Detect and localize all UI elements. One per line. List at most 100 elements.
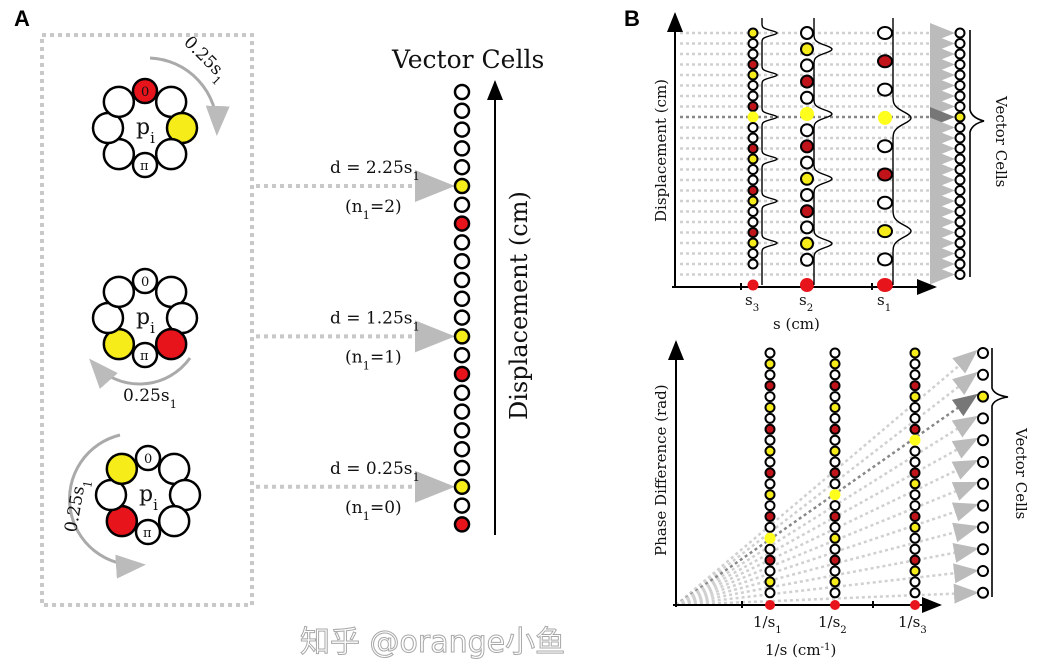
vector-cell bbox=[453, 102, 471, 120]
sub: 1 bbox=[170, 397, 177, 411]
watermark: 知乎 @orange小鱼 bbox=[300, 625, 565, 660]
vector-cell bbox=[954, 27, 966, 39]
grid-cell bbox=[909, 369, 921, 381]
grid-cell-active bbox=[800, 107, 814, 121]
grid-cell-yellow bbox=[764, 358, 776, 370]
phase-ray-arrow bbox=[675, 349, 978, 606]
shift-label: 0.25s1 bbox=[123, 386, 177, 411]
grid-cell bbox=[909, 576, 921, 588]
phase-cell bbox=[102, 85, 136, 119]
grid-cell bbox=[800, 252, 814, 267]
grid-cell bbox=[909, 587, 921, 599]
vector-cell bbox=[977, 586, 989, 599]
vector-cell-active bbox=[954, 111, 966, 123]
grid-cell-active bbox=[878, 110, 892, 125]
grid-cell bbox=[829, 521, 841, 533]
grid-cell-yellow bbox=[747, 69, 759, 81]
vector-cell bbox=[954, 80, 966, 91]
p: p bbox=[139, 482, 153, 507]
phase-cell bbox=[131, 151, 159, 179]
shift-label: 0.25s1 bbox=[61, 477, 95, 534]
panel-b-label: B bbox=[624, 6, 640, 31]
grid-cell-origin-red bbox=[747, 279, 759, 291]
grid-cell bbox=[909, 543, 921, 555]
grid-cell-red bbox=[829, 511, 841, 522]
grid-cell bbox=[909, 358, 921, 370]
grid-cell-yellow bbox=[747, 153, 759, 165]
grid-cell-red bbox=[909, 511, 921, 522]
vector-cell bbox=[453, 497, 471, 514]
ring-center-label: pi bbox=[136, 115, 155, 147]
grid-cell-origin bbox=[910, 600, 920, 610]
vector-brace bbox=[969, 30, 985, 277]
phase-ray-arrow bbox=[675, 393, 979, 607]
grid-cell-active bbox=[764, 532, 776, 544]
grid-cell-red bbox=[909, 380, 921, 392]
vector-cell bbox=[453, 196, 471, 214]
grid-cell bbox=[829, 369, 841, 381]
vector-cell bbox=[977, 434, 989, 447]
vector-cell bbox=[954, 174, 966, 186]
grid-cell-column: s2 bbox=[799, 18, 833, 314]
grid-cell-red bbox=[764, 467, 776, 479]
displacement-label: d = 2.25s1 bbox=[330, 158, 420, 183]
grid-cell bbox=[829, 543, 841, 555]
vector-cell bbox=[453, 158, 471, 176]
grid-cell bbox=[747, 90, 759, 102]
vector-cell bbox=[954, 48, 966, 60]
b: =2) bbox=[370, 197, 402, 217]
vector-cell bbox=[954, 153, 966, 165]
phase-cell bbox=[157, 504, 191, 538]
grid-cell bbox=[909, 489, 921, 501]
t: s (cm) bbox=[773, 315, 820, 333]
grid-cell bbox=[829, 478, 841, 490]
tuning-curve bbox=[892, 18, 912, 285]
grid-cell bbox=[877, 26, 893, 40]
vector-cell bbox=[954, 269, 966, 280]
grid-cell bbox=[764, 434, 776, 446]
grid-cell-red bbox=[764, 554, 776, 566]
phase-cell bbox=[154, 137, 188, 171]
grid-cell-red bbox=[877, 167, 893, 182]
grid-cell bbox=[747, 122, 759, 133]
ring-center-label: pi bbox=[139, 482, 158, 514]
b: =1) bbox=[370, 347, 402, 367]
column-tick-label: 1/s3 bbox=[898, 613, 927, 636]
s: s bbox=[877, 291, 885, 309]
grid-cell bbox=[909, 402, 921, 413]
vector-cell bbox=[977, 499, 989, 512]
p: p bbox=[136, 115, 150, 140]
pi-label: π bbox=[140, 349, 149, 364]
grid-cell-active bbox=[829, 489, 841, 501]
grid-cell bbox=[909, 532, 921, 544]
grid-cell bbox=[829, 456, 841, 468]
vector-cell bbox=[954, 122, 966, 133]
phase-ray-arrow bbox=[675, 583, 979, 607]
vector-cell bbox=[977, 565, 989, 577]
grid-cell-red bbox=[909, 554, 921, 566]
vector-cell bbox=[954, 69, 966, 81]
phase-ray-arrow bbox=[675, 459, 979, 607]
vector-cell bbox=[977, 521, 989, 534]
grid-cell-column: 1/s2 bbox=[818, 347, 847, 636]
phase-ray-arrow bbox=[675, 437, 979, 607]
vector-cell-yellow bbox=[453, 328, 471, 345]
grid-cell bbox=[909, 445, 921, 457]
grid-cell-red bbox=[909, 423, 921, 435]
vector-cell bbox=[954, 132, 966, 144]
shift-arc-arrow bbox=[89, 357, 192, 389]
vector-cell bbox=[453, 422, 471, 439]
grid-cell bbox=[764, 347, 776, 359]
column-tick-label: s2 bbox=[799, 291, 813, 314]
vector-cell bbox=[453, 309, 471, 326]
vector-cell-column bbox=[453, 83, 471, 533]
grid-cell-yellow bbox=[909, 478, 921, 490]
grid-cell bbox=[764, 391, 776, 403]
grid-cell bbox=[764, 587, 776, 599]
v: 0.25s bbox=[179, 32, 226, 79]
sub: 3 bbox=[753, 303, 759, 314]
y-axis-label: Phase Difference (rad) bbox=[652, 384, 670, 556]
grid-cell-red bbox=[800, 74, 814, 89]
a: (n bbox=[345, 347, 363, 367]
